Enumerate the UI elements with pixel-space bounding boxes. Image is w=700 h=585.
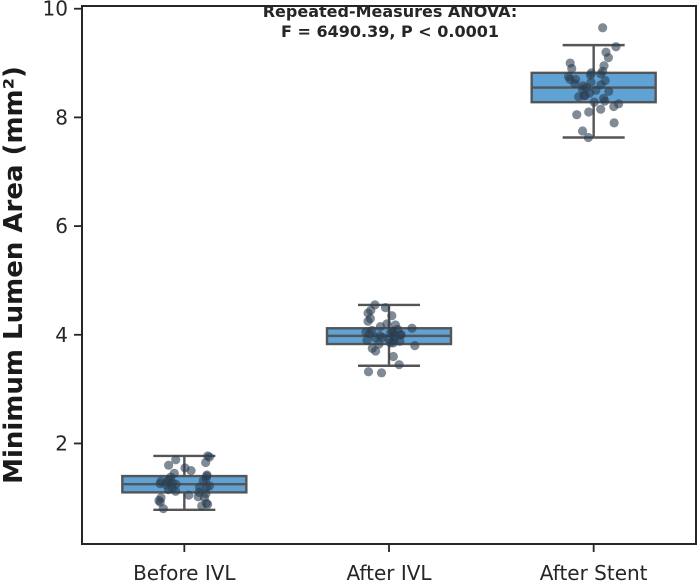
data-point-1-36 xyxy=(396,330,406,340)
data-point-1-1 xyxy=(363,367,374,377)
data-point-1-35 xyxy=(362,335,372,345)
data-point-0-31 xyxy=(171,455,181,465)
data-point-2-4 xyxy=(584,107,594,117)
data-point-1-2 xyxy=(394,360,404,370)
data-point-2-22 xyxy=(600,75,610,86)
data-point-2-21 xyxy=(586,77,596,87)
data-point-2-10 xyxy=(599,93,609,103)
y-tick-label-10: 10 xyxy=(43,0,68,21)
x-tick-label-2: After Stent xyxy=(540,561,648,585)
data-point-1-31 xyxy=(380,303,391,313)
data-point-2-1 xyxy=(577,126,588,136)
data-point-0-35 xyxy=(156,476,166,487)
annotation-line-2: F = 6490.39, P < 0.0001 xyxy=(281,22,499,41)
y-tick-label-8: 8 xyxy=(55,105,68,129)
data-point-0-25 xyxy=(202,470,212,480)
data-point-1-34 xyxy=(388,327,398,337)
data-point-2-37 xyxy=(571,74,581,84)
data-point-1-6 xyxy=(410,341,420,351)
data-point-0-29 xyxy=(164,460,174,470)
data-point-2-33 xyxy=(601,47,611,57)
data-point-2-31 xyxy=(565,58,575,68)
x-tick-label-0: Before IVL xyxy=(133,561,236,585)
data-point-2-3 xyxy=(572,110,582,120)
data-point-0-34 xyxy=(202,482,212,492)
data-point-1-33 xyxy=(370,332,380,343)
annotation-line-1: Repeated-Measures ANOVA: xyxy=(263,2,518,21)
data-point-1-28 xyxy=(387,311,397,321)
data-point-1-37 xyxy=(388,338,398,348)
data-point-1-3 xyxy=(388,351,398,362)
y-tick-label-6: 6 xyxy=(55,214,68,238)
data-point-2-14 xyxy=(604,86,614,96)
data-point-0-33 xyxy=(203,451,213,461)
data-point-2-36 xyxy=(580,91,590,101)
y-tick-label-4: 4 xyxy=(55,323,68,347)
y-axis-title: Minimum Lumen Area (mm²) xyxy=(0,66,29,484)
plot-area: 2 4 6 8 10 Before IVL After IVL After Stent xyxy=(43,0,697,585)
data-point-2-7 xyxy=(614,99,624,109)
data-point-0-26 xyxy=(169,468,179,478)
data-point-0-28 xyxy=(180,463,190,473)
data-point-2-18 xyxy=(578,81,588,91)
x-tick-label-1: After IVL xyxy=(346,561,432,585)
data-point-0-37 xyxy=(199,493,210,503)
data-point-1-5 xyxy=(367,343,377,353)
data-point-2-0 xyxy=(583,132,593,143)
data-point-2-27 xyxy=(586,68,596,78)
data-point-2-35 xyxy=(598,23,608,33)
y-tick-label-2: 2 xyxy=(55,431,68,455)
data-point-1-20 xyxy=(367,325,377,336)
data-point-2-5 xyxy=(596,104,606,114)
data-point-1-0 xyxy=(376,368,387,378)
data-point-1-32 xyxy=(370,300,380,310)
data-point-2-2 xyxy=(609,118,619,128)
data-point-1-24 xyxy=(390,320,401,330)
data-point-2-24 xyxy=(563,72,574,82)
data-point-0-5 xyxy=(156,493,166,503)
data-point-0-7 xyxy=(184,490,194,500)
data-point-2-34 xyxy=(611,42,621,52)
data-point-2-8 xyxy=(589,97,599,107)
data-point-1-22 xyxy=(407,323,417,333)
data-point-1-25 xyxy=(382,319,392,329)
data-point-2-30 xyxy=(599,61,609,71)
